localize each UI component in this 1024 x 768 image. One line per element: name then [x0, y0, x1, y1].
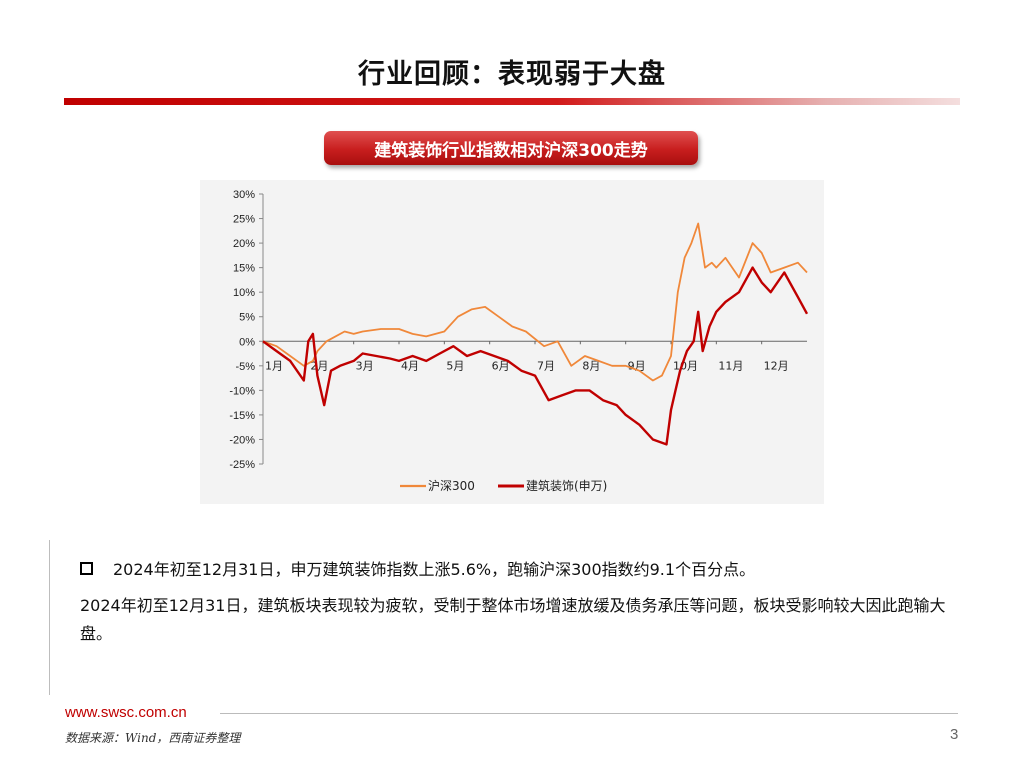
x-tick-label: 10月: [673, 359, 698, 372]
y-tick-label: 0%: [239, 336, 255, 348]
x-tick-label: 12月: [764, 359, 789, 372]
chart-title-badge: 建筑装饰行业指数相对沪深300走势: [324, 131, 698, 165]
chart-panel: [200, 180, 824, 504]
y-tick-label: 15%: [233, 263, 255, 275]
y-tick-label: 5%: [239, 312, 255, 324]
x-tick-label: 5月: [446, 359, 464, 372]
x-tick-label: 11月: [718, 359, 743, 372]
y-tick-label: -15%: [229, 410, 255, 422]
y-tick-label: -20%: [229, 434, 255, 446]
page-number: 3: [950, 726, 959, 743]
x-tick-label: 1月: [265, 359, 283, 372]
footer-source: 数据来源：Wind，西南证券整理: [65, 731, 241, 745]
summary-paragraph: 2024年初至12月31日，建筑板块表现较为疲软，受制于整体市场增速放缓及债务承…: [80, 596, 946, 643]
y-tick-label: 25%: [233, 214, 255, 226]
footer-divider: [220, 713, 958, 714]
line-chart: 30% 25% 20% 15% 10% 5% 0% -5% -10% -15% -20% -25% 1月…: [229, 189, 809, 493]
footer-link[interactable]: www.swsc.com.cn: [65, 704, 187, 721]
x-tick-label: 3月: [356, 359, 374, 372]
y-tick-label: 10%: [233, 287, 255, 299]
y-tick-label: -10%: [229, 385, 255, 397]
x-tick-label: 7月: [537, 359, 555, 372]
y-tick-label: -25%: [229, 459, 255, 471]
left-divider: [49, 540, 50, 695]
bullet-point: 2024年初至12月31日，申万建筑装饰指数上涨5.6%，跑输沪深300指数约9…: [80, 556, 755, 580]
y-tick-label: 30%: [233, 189, 255, 201]
x-tick-label: 4月: [401, 359, 419, 372]
x-tick-label: 6月: [492, 359, 510, 372]
square-bullet-icon: [80, 561, 93, 575]
bullet-text: 2024年初至12月31日，申万建筑装饰指数上涨5.6%，跑输沪深300指数约9…: [113, 560, 756, 579]
legend-label: 沪深300: [428, 479, 475, 493]
title-underline: [64, 98, 960, 105]
y-tick-label: -5%: [235, 361, 255, 373]
chart-title-text: 建筑装饰行业指数相对沪深300走势: [374, 140, 648, 161]
y-tick-label: 20%: [233, 238, 255, 250]
page-title: 行业回顾：表现弱于大盘: [358, 59, 666, 90]
legend-label: 建筑装饰(申万): [526, 478, 607, 493]
series-line-construction: [262, 266, 809, 446]
series-line-hs300: [262, 222, 808, 382]
x-tick-label: 8月: [582, 359, 600, 372]
